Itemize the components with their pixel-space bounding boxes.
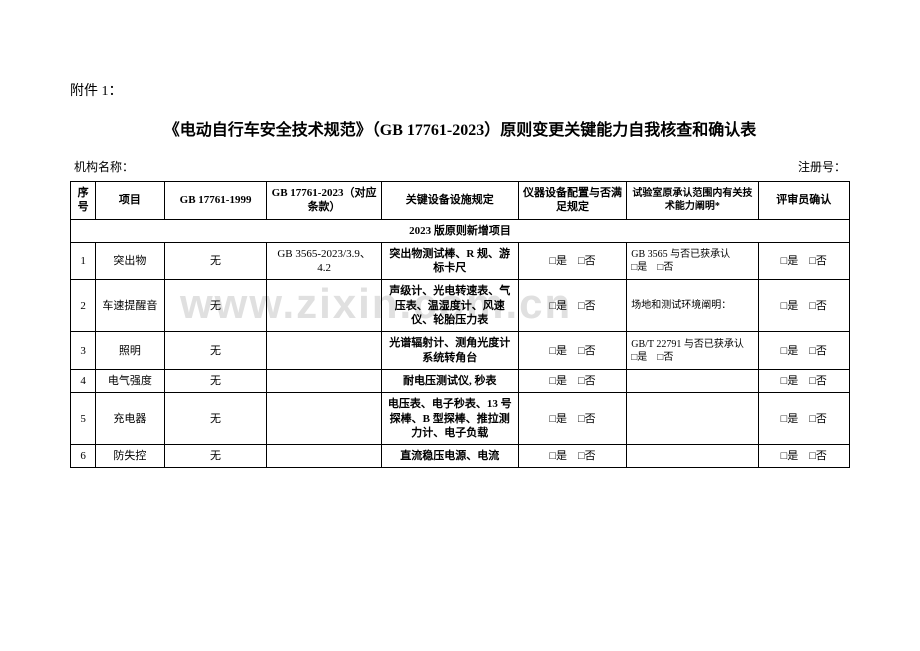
table-row: 4电气强度无耐电压测试仪, 秒表□是 □否□是 □否 (71, 369, 850, 392)
th-scope: 试验室原承认范围内有关技术能力阐明* (627, 182, 758, 220)
cell-gb2023 (267, 445, 381, 468)
cell-scope (627, 393, 758, 445)
table-row: 1突出物无GB 3565-2023/3.9、4.2突出物测试棒、R 规、游标卡尺… (71, 242, 850, 280)
cell-equipment: 电压表、电子秒表、13 号探棒、B 型探棒、推拉测力计、电子负载 (381, 393, 518, 445)
cell-gb2023 (267, 332, 381, 370)
reg-label: 注册号： (798, 158, 846, 175)
th-gb1999: GB 17761-1999 (164, 182, 267, 220)
cell-review: □是 □否 (758, 242, 849, 280)
th-review: 评审员确认 (758, 182, 849, 220)
cell-seq: 4 (71, 369, 96, 392)
table-row: 6防失控无直流稳压电源、电流□是 □否□是 □否 (71, 445, 850, 468)
cell-item: 车速提醒音 (96, 280, 165, 332)
page-title: 《电动自行车安全技术规范》（GB 17761-2023）原则变更关键能力自我核查… (70, 116, 850, 140)
cell-gb2023 (267, 369, 381, 392)
cell-gb1999: 无 (164, 280, 267, 332)
section-row: 2023 版原则新增项目 (71, 219, 850, 242)
cell-gb1999: 无 (164, 242, 267, 280)
cell-equipment: 突出物测试棒、R 规、游标卡尺 (381, 242, 518, 280)
cell-equipment: 光谱辐射计、测角光度计系统转角台 (381, 332, 518, 370)
cell-equipment: 声级计、光电转速表、气压表、温湿度计、风速仪、轮胎压力表 (381, 280, 518, 332)
cell-gb1999: 无 (164, 393, 267, 445)
cell-review: □是 □否 (758, 280, 849, 332)
cell-gb2023: GB 3565-2023/3.9、4.2 (267, 242, 381, 280)
header-row: 序号 项目 GB 17761-1999 GB 17761-2023（对应条款） … (71, 182, 850, 220)
cell-config: □是 □否 (518, 393, 627, 445)
th-equipment: 关键设备设施规定 (381, 182, 518, 220)
cell-review: □是 □否 (758, 445, 849, 468)
cell-gb1999: 无 (164, 332, 267, 370)
cell-seq: 6 (71, 445, 96, 468)
th-config: 仪器设备配置与否满足规定 (518, 182, 627, 220)
cell-equipment: 直流稳压电源、电流 (381, 445, 518, 468)
table-row: 5充电器无电压表、电子秒表、13 号探棒、B 型探棒、推拉测力计、电子负载□是 … (71, 393, 850, 445)
cell-review: □是 □否 (758, 393, 849, 445)
cell-gb2023 (267, 393, 381, 445)
table-row: 2车速提醒音无声级计、光电转速表、气压表、温湿度计、风速仪、轮胎压力表□是 □否… (71, 280, 850, 332)
cell-review: □是 □否 (758, 369, 849, 392)
cell-scope: 场地和测试环境阐明： (627, 280, 758, 332)
cell-config: □是 □否 (518, 280, 627, 332)
cell-scope (627, 445, 758, 468)
cell-config: □是 □否 (518, 369, 627, 392)
cell-scope (627, 369, 758, 392)
cell-item: 电气强度 (96, 369, 165, 392)
cell-gb2023 (267, 280, 381, 332)
main-table: 序号 项目 GB 17761-1999 GB 17761-2023（对应条款） … (70, 181, 850, 468)
cell-item: 防失控 (96, 445, 165, 468)
cell-seq: 5 (71, 393, 96, 445)
cell-item: 照明 (96, 332, 165, 370)
attachment-label: 附件 1： (70, 80, 850, 100)
document-content: 附件 1： 《电动自行车安全技术规范》（GB 17761-2023）原则变更关键… (70, 80, 850, 468)
cell-review: □是 □否 (758, 332, 849, 370)
cell-scope: GB 3565 与否已获承认□是 □否 (627, 242, 758, 280)
cell-gb1999: 无 (164, 445, 267, 468)
th-gb2023: GB 17761-2023（对应条款） (267, 182, 381, 220)
cell-seq: 1 (71, 242, 96, 280)
cell-config: □是 □否 (518, 445, 627, 468)
meta-row: 机构名称： 注册号： (70, 158, 850, 175)
cell-item: 突出物 (96, 242, 165, 280)
cell-seq: 3 (71, 332, 96, 370)
th-seq: 序号 (71, 182, 96, 220)
cell-equipment: 耐电压测试仪, 秒表 (381, 369, 518, 392)
cell-seq: 2 (71, 280, 96, 332)
org-label: 机构名称： (74, 158, 134, 175)
cell-gb1999: 无 (164, 369, 267, 392)
cell-config: □是 □否 (518, 332, 627, 370)
cell-config: □是 □否 (518, 242, 627, 280)
section-title: 2023 版原则新增项目 (71, 219, 850, 242)
cell-item: 充电器 (96, 393, 165, 445)
th-item: 项目 (96, 182, 165, 220)
table-row: 3照明无光谱辐射计、测角光度计系统转角台□是 □否GB/T 22791 与否已获… (71, 332, 850, 370)
cell-scope: GB/T 22791 与否已获承认□是 □否 (627, 332, 758, 370)
